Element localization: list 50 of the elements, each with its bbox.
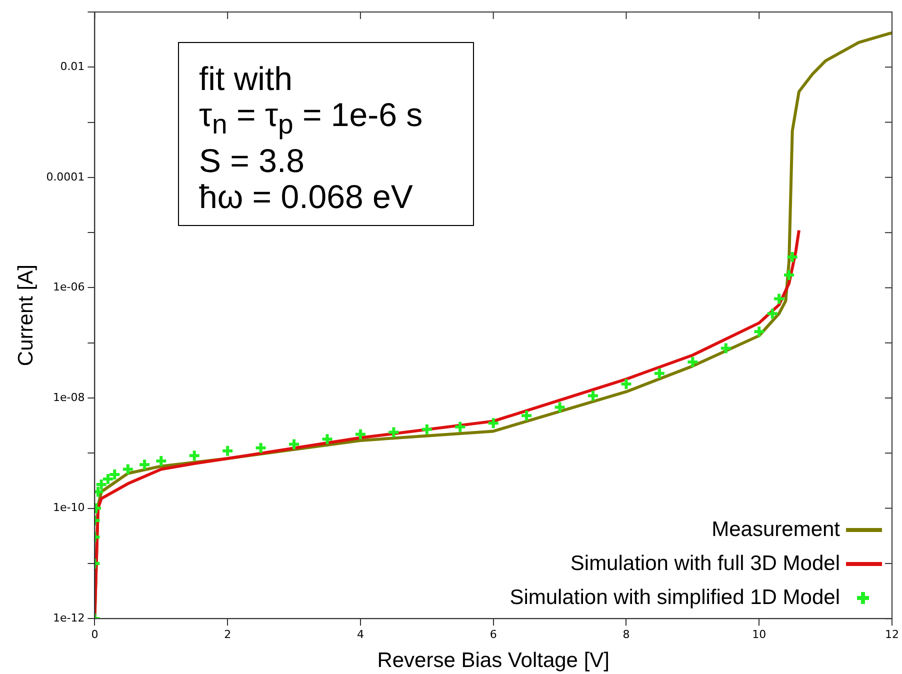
annotation: S = 3.8 — [199, 142, 306, 179]
x-axis-title: Reverse Bias Voltage [V] — [377, 649, 610, 672]
point — [520, 409, 534, 422]
point — [686, 355, 700, 368]
x-tick-label: 10 — [752, 628, 766, 642]
point — [772, 292, 786, 306]
legend-label: Measurement — [712, 518, 840, 542]
point — [121, 462, 134, 476]
point — [620, 377, 633, 390]
point — [420, 422, 434, 436]
x-tick-label: 0 — [91, 628, 98, 642]
annotation: ħω = 0.068 eV — [199, 178, 414, 215]
point — [354, 428, 367, 441]
point — [486, 416, 500, 430]
point — [101, 472, 114, 486]
y-tick-label: 0.0001 — [46, 170, 85, 184]
point — [752, 325, 766, 338]
y-tick-label: 1e-12 — [52, 611, 85, 624]
point — [719, 342, 732, 355]
x-tick-label: 4 — [356, 628, 364, 642]
point — [154, 454, 168, 468]
point — [387, 426, 400, 439]
point — [94, 478, 108, 492]
point — [108, 468, 122, 482]
point — [454, 420, 467, 434]
y-tick-label: 1e-06 — [52, 280, 85, 294]
y-tick-label: 0.01 — [60, 60, 85, 74]
legend-label: Simulation with full 3D Model — [570, 552, 840, 576]
point — [786, 250, 799, 264]
annotation: fit with — [199, 60, 294, 97]
point — [320, 432, 334, 446]
legend-label: Simulation with simplified 1D Model — [510, 586, 840, 610]
y-axis-title: Current [A] — [14, 264, 38, 366]
point — [188, 449, 201, 462]
point — [586, 389, 600, 402]
x-tick-label: 12 — [885, 628, 899, 642]
y-tick-label: 1e-08 — [52, 390, 85, 404]
y-tick-label: 1e-10 — [52, 501, 85, 514]
point — [254, 441, 268, 454]
point — [782, 268, 796, 282]
point — [138, 458, 152, 472]
point — [652, 366, 666, 380]
x-tick-label: 8 — [622, 628, 630, 642]
point — [288, 438, 301, 451]
point — [553, 400, 566, 414]
annotation: τ$_{n}$ = τ$_{p}$ = 1e-6 s — [199, 96, 424, 142]
x-tick-label: 6 — [490, 628, 497, 642]
point — [766, 307, 779, 320]
x-tick-label: 2 — [224, 628, 232, 642]
point — [221, 444, 234, 458]
